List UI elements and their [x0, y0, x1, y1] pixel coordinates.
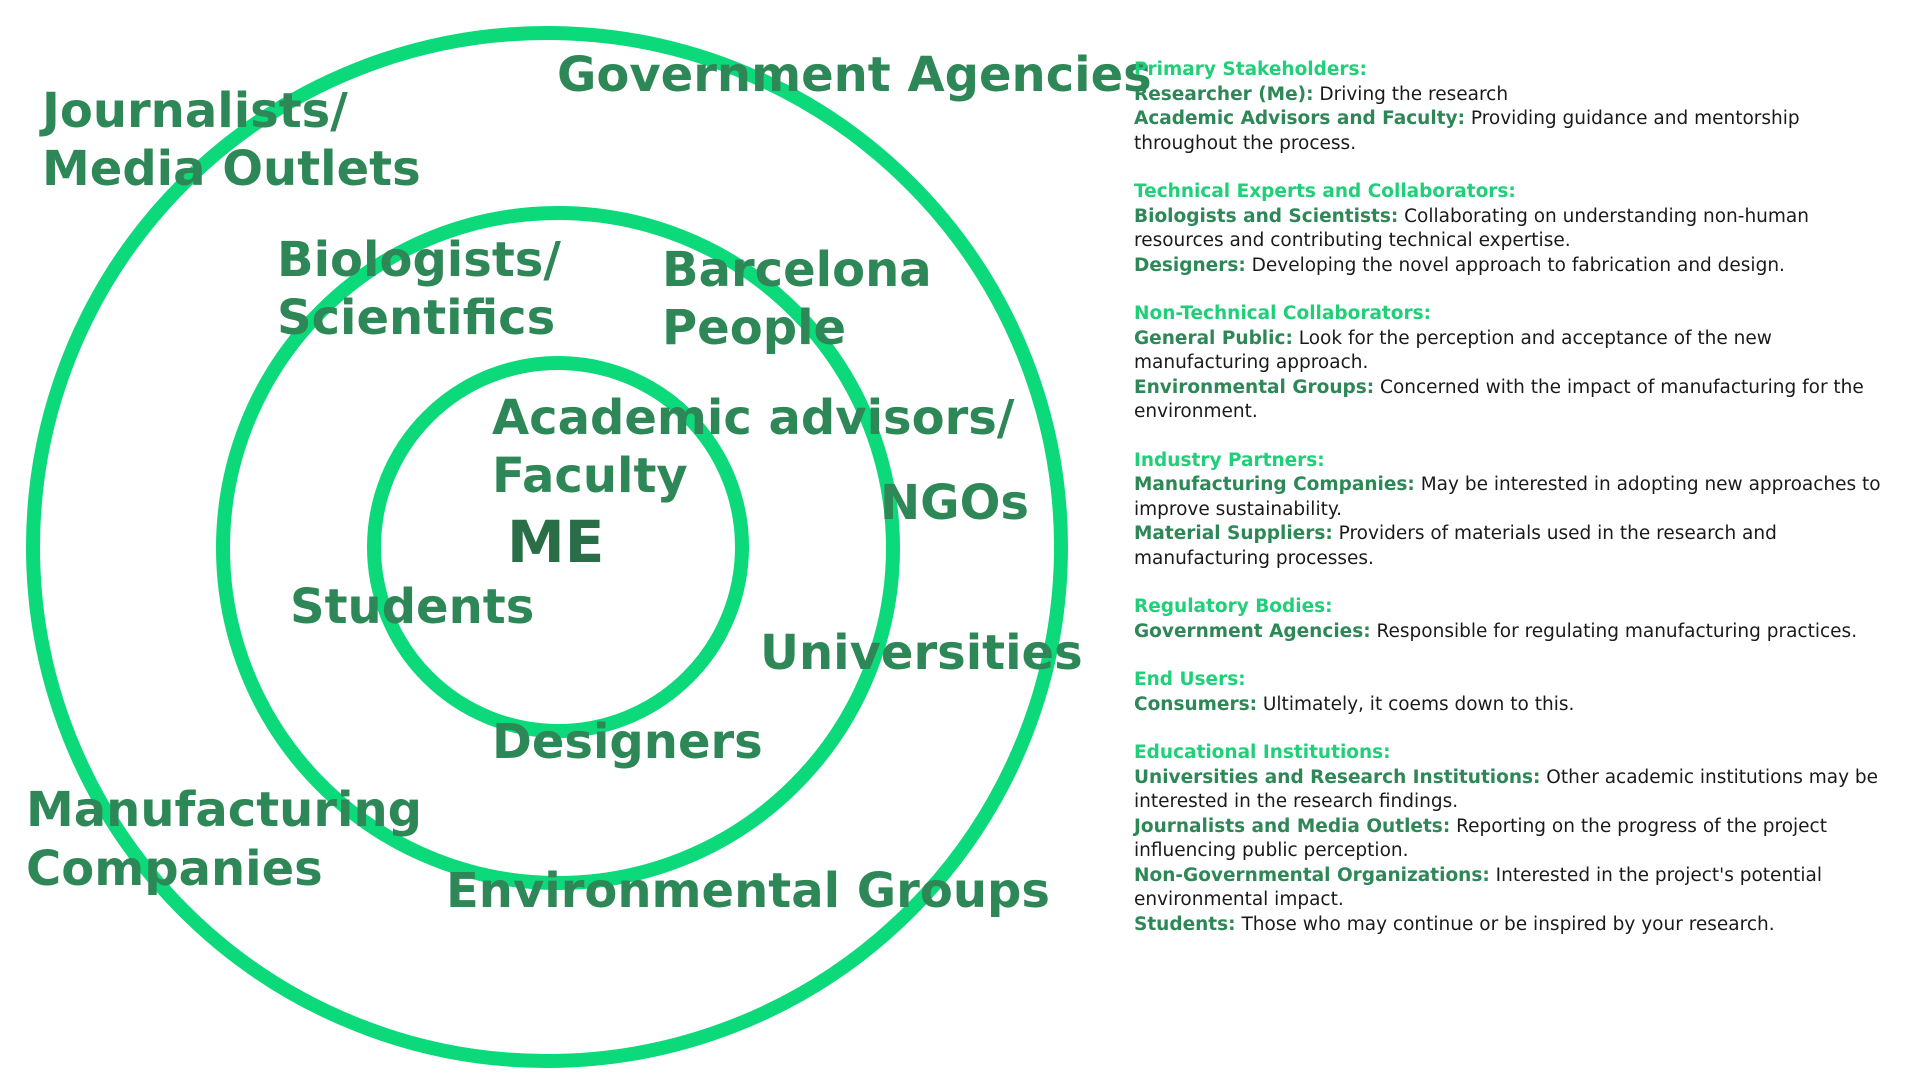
legend-entry-term: Environmental Groups:: [1134, 376, 1375, 398]
legend-entry: Researcher (Me): Driving the research: [1134, 83, 1894, 108]
legend-entry: General Public: Look for the perception …: [1134, 327, 1894, 376]
legend-entry-term: Journalists and Media Outlets:: [1134, 815, 1451, 837]
legend-section-title: End Users:: [1134, 669, 1246, 690]
label-ngos: NGOs: [880, 475, 1029, 531]
legend-section-title: Non-Technical Collaborators:: [1134, 303, 1432, 324]
legend-entry: Government Agencies: Responsible for reg…: [1134, 620, 1894, 645]
legend-entry-description: Those who may continue or be inspired by…: [1235, 913, 1775, 935]
legend-entry-description: Other academic institutions may be inter…: [1134, 766, 1879, 813]
legend-entry-description: Ultimately, it coems down to this.: [1257, 693, 1575, 715]
legend-entry-description: Providing guidance and mentorship throug…: [1134, 108, 1800, 154]
label-environmental-groups: Environmental Groups: [446, 863, 1050, 919]
label-media-outlets: Media Outlets: [42, 141, 421, 197]
label-manufacturing: Manufacturing: [26, 782, 422, 838]
legend-section: Regulatory Bodies: Government Agencies: R…: [1134, 595, 1894, 644]
legend-section: Industry Partners: Manufacturing Companie…: [1134, 449, 1894, 572]
legend-entry-term: Universities and Research Institutions:: [1134, 766, 1541, 788]
legend-entry-term: Non-Governmental Organizations:: [1134, 864, 1490, 886]
legend-entry-term: Biologists and Scientists:: [1134, 205, 1399, 227]
legend-section: Non-Technical Collaborators: General Publ…: [1134, 302, 1894, 425]
middle-ring: [216, 206, 900, 890]
legend-section-title: Technical Experts and Collaborators:: [1134, 181, 1516, 202]
legend-entry-term: Material Suppliers:: [1134, 523, 1333, 544]
legend-section: Technical Experts and Collaborators: Biol…: [1134, 180, 1894, 278]
legend-entry-term: Designers:: [1134, 254, 1246, 276]
legend-entry: Non-Governmental Organizations: Interest…: [1134, 864, 1894, 913]
outer-ring: [26, 26, 1068, 1068]
legend-entry: Students: Those who may continue or be i…: [1134, 913, 1894, 938]
label-journalists: Journalists/: [42, 83, 348, 139]
legend-entry-description: Concerned with the impact of manufacturi…: [1134, 376, 1864, 423]
legend-entry-description: Providers of materials used in the resea…: [1134, 523, 1777, 569]
legend-entry: Environmental Groups: Concerned with the…: [1134, 376, 1894, 425]
label-biologists: Biologists/: [277, 232, 561, 288]
legend-entry: Material Suppliers: Providers of materia…: [1134, 522, 1894, 571]
legend-entry-term: Academic Advisors and Faculty:: [1134, 108, 1465, 129]
legend-entry: Academic Advisors and Faculty: Providing…: [1134, 107, 1894, 156]
label-faculty: Faculty: [492, 448, 688, 504]
legend-entry-term: Consumers:: [1134, 693, 1257, 715]
legend-entry: Journalists and Media Outlets: Reporting…: [1134, 815, 1894, 864]
legend-section-title: Primary Stakeholders:: [1134, 59, 1367, 80]
label-companies: Companies: [26, 841, 323, 897]
legend-section-title: Educational Institutions:: [1134, 742, 1391, 763]
label-academic-advisors: Academic advisors/: [492, 390, 1015, 446]
legend-entry-description: May be interested in adopting new approa…: [1134, 474, 1881, 520]
label-designers: Designers: [492, 714, 763, 770]
label-me-center: ME: [507, 508, 605, 576]
legend-entry-description: Look for the perception and acceptance o…: [1134, 327, 1772, 374]
legend-section: Primary Stakeholders: Researcher (Me): Dr…: [1134, 58, 1894, 156]
legend-section-title: Industry Partners:: [1134, 449, 1325, 471]
legend-entry-description: Responsible for regulating manufacturing…: [1370, 620, 1858, 642]
legend-section: Educational Institutions: Universities an…: [1134, 741, 1894, 937]
label-barcelona: Barcelona: [662, 242, 932, 298]
label-government-agencies: Government Agencies: [557, 47, 1152, 103]
legend-entry-description: Reporting on the progress of the project…: [1134, 815, 1827, 862]
legend-entry: Consumers: Ultimately, it coems down to …: [1134, 693, 1894, 718]
stakeholder-legend: Primary Stakeholders: Researcher (Me): Dr…: [1134, 58, 1894, 961]
legend-entry-term: Manufacturing Companies:: [1134, 474, 1415, 495]
legend-entry-term: Government Agencies:: [1134, 620, 1371, 642]
legend-entry: Biologists and Scientists: Collaborating…: [1134, 205, 1894, 254]
legend-entry-description: Interested in the project's potential en…: [1134, 864, 1823, 911]
label-scientifics: Scientifics: [277, 290, 556, 346]
legend-entry-description: Developing the novel approach to fabrica…: [1245, 254, 1785, 276]
label-students: Students: [290, 579, 535, 635]
legend-entry-term: Students:: [1134, 913, 1236, 935]
legend-entry: Manufacturing Companies: May be interest…: [1134, 473, 1894, 522]
legend-entry-description: Driving the research: [1313, 83, 1509, 105]
legend-section: End Users: Consumers: Ultimately, it coem…: [1134, 668, 1894, 717]
label-people: People: [662, 300, 847, 356]
legend-entry-description: Collaborating on understanding non-human…: [1134, 205, 1809, 252]
legend-section-title: Regulatory Bodies:: [1134, 596, 1333, 617]
legend-entry-term: General Public:: [1134, 327, 1293, 349]
legend-entry: Designers: Developing the novel approach…: [1134, 254, 1894, 279]
legend-entry: Universities and Research Institutions: …: [1134, 766, 1894, 815]
label-universities: Universities: [760, 625, 1083, 681]
inner-ring: [367, 356, 749, 738]
legend-entry-term: Researcher (Me):: [1134, 83, 1314, 105]
